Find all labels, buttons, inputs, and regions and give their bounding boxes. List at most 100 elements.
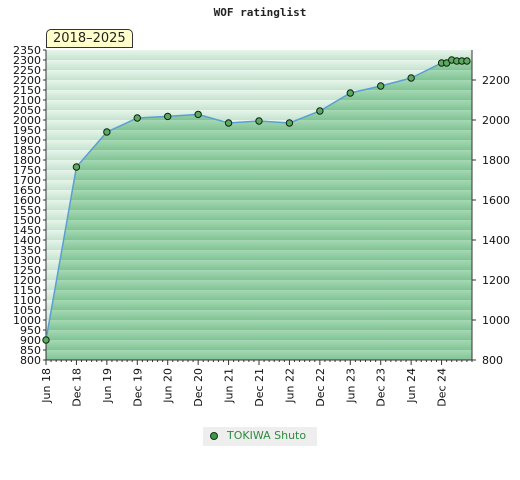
area-band [46, 240, 472, 250]
y-tick-label-right: 2000 [482, 114, 510, 127]
area-band [46, 270, 472, 280]
area-band [46, 140, 472, 150]
area-band [46, 180, 472, 190]
area-band [46, 210, 472, 220]
x-tick-label: Jun 24 [405, 368, 418, 404]
y-tick-label-left: 2100 [13, 94, 41, 107]
y-tick-label-left: 1500 [13, 214, 41, 227]
area-band [46, 160, 472, 170]
background-band [46, 100, 472, 110]
x-tick-label: Jun 20 [162, 368, 175, 404]
background-band [46, 80, 472, 90]
area-band [46, 230, 472, 240]
background-band [46, 50, 472, 60]
y-tick-label-left: 2000 [13, 114, 41, 127]
y-tick-label-left: 900 [20, 334, 41, 347]
legend-label: TOKIWA Shuto [227, 429, 307, 442]
y-tick-label-left: 1350 [13, 244, 41, 257]
data-point [346, 89, 354, 97]
tick-labels: 8008509009501000105011001150120012501300… [13, 44, 510, 407]
y-tick-label-left: 2150 [13, 84, 41, 97]
y-tick-label-right: 800 [482, 354, 503, 367]
background-band [46, 60, 472, 70]
area-band [46, 200, 472, 210]
x-tick-label: Dec 18 [70, 368, 83, 407]
area-band [46, 220, 472, 230]
y-tick-label-left: 1000 [13, 314, 41, 327]
data-point [407, 74, 415, 82]
area-band [46, 320, 472, 330]
data-point [194, 110, 202, 119]
y-tick-label-left: 1600 [13, 194, 41, 207]
y-tick-label-left: 1400 [13, 234, 41, 247]
background-band [46, 70, 472, 80]
period-badge: 2018–2025 [46, 29, 133, 48]
x-tick-label: Dec 23 [375, 368, 388, 407]
area-band [46, 170, 472, 180]
data-point [103, 128, 111, 136]
chart-title: WOF ratinglist [213, 6, 307, 19]
y-tick-label-left: 800 [20, 354, 41, 367]
area-band [46, 250, 472, 260]
background-band [46, 90, 472, 100]
y-tick-label-left: 2250 [13, 64, 41, 77]
y-tick-label-left: 1050 [13, 304, 41, 317]
x-tick-label: Jun 22 [283, 368, 296, 404]
x-tick-label: Jun 19 [101, 368, 114, 404]
data-point [42, 336, 50, 344]
x-tick-label: Jun 21 [223, 368, 236, 404]
x-tick-label: Dec 24 [436, 368, 449, 407]
y-tick-label-right: 1000 [482, 314, 510, 327]
x-tick-label: Dec 19 [131, 368, 144, 407]
data-point [255, 117, 263, 125]
y-tick-label-left: 1150 [13, 284, 41, 297]
background-band [46, 110, 472, 120]
area-band [46, 300, 472, 310]
y-tick-label-right: 1400 [482, 234, 510, 247]
area-band [46, 260, 472, 270]
x-tick-label: Jun 23 [344, 368, 357, 404]
y-tick-label-right: 1600 [482, 194, 510, 207]
data-point [164, 112, 172, 121]
area-band [46, 350, 472, 360]
y-tick-label-left: 2300 [13, 54, 41, 67]
y-tick-label-left: 1850 [13, 144, 41, 157]
area-band [46, 340, 472, 350]
y-tick-label-left: 1650 [13, 184, 41, 197]
y-tick-label-left: 1450 [13, 224, 41, 237]
area-band [46, 280, 472, 290]
area-band [46, 190, 472, 200]
y-tick-label-right: 2200 [482, 74, 510, 87]
data-point [285, 119, 294, 127]
data-point [316, 107, 324, 115]
area-band [46, 310, 472, 320]
area-band [46, 290, 472, 300]
y-tick-label-left: 1800 [13, 154, 41, 167]
data-points [42, 56, 471, 344]
data-point [72, 163, 81, 171]
x-tick-label: Dec 22 [314, 368, 327, 407]
y-tick-label-left: 1700 [13, 174, 41, 187]
y-tick-label-left: 1550 [13, 204, 41, 217]
y-tick-label-left: 1900 [13, 134, 41, 147]
legend-marker-icon [210, 432, 218, 440]
y-tick-label-left: 850 [20, 344, 41, 357]
area-band [46, 150, 472, 160]
y-tick-label-right: 1800 [482, 154, 510, 167]
legend: TOKIWA Shuto [203, 427, 317, 446]
y-tick-label-left: 1200 [13, 274, 41, 287]
area-band [46, 120, 472, 130]
data-point [133, 114, 141, 122]
y-tick-label-left: 1750 [13, 164, 41, 177]
data-point [224, 119, 233, 127]
y-tick-label-left: 2200 [13, 74, 41, 87]
y-tick-label-left: 1300 [13, 254, 41, 267]
x-tick-label: Dec 21 [253, 368, 266, 407]
y-tick-label-left: 1100 [13, 294, 41, 307]
y-tick-label-left: 1950 [13, 124, 41, 137]
y-tick-label-left: 2050 [13, 104, 41, 117]
area-band [46, 330, 472, 340]
x-tick-label: Dec 20 [192, 368, 205, 407]
y-tick-label-right: 1200 [482, 274, 510, 287]
